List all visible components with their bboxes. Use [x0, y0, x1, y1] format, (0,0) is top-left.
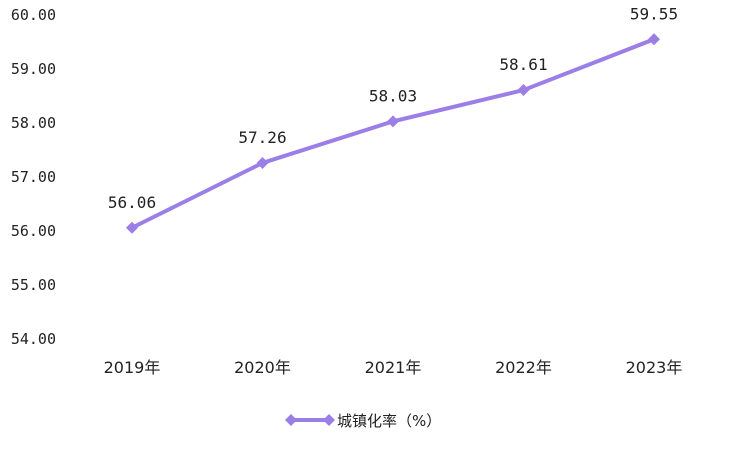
y-tick-label: 58.00: [11, 114, 56, 132]
series-layer: [126, 33, 660, 234]
data-point-marker: [387, 115, 399, 128]
series-line: [130, 37, 656, 230]
data-label: 59.55: [630, 4, 678, 23]
y-tick-label: 57.00: [11, 168, 56, 186]
data-point-marker: [126, 221, 138, 234]
x-axis: 2019年 2020年 2021年 2022年 2023年: [104, 358, 683, 377]
data-label: 58.61: [499, 55, 547, 74]
data-label: 58.03: [369, 86, 417, 105]
legend: 城镇化率（%）: [285, 412, 441, 430]
y-tick-label: 54.00: [11, 330, 56, 348]
y-tick-label: 55.00: [11, 276, 56, 294]
y-axis: 54.00 55.00 56.00 57.00 58.00 59.00 60.00: [11, 6, 56, 348]
y-tick-label: 56.00: [11, 222, 56, 240]
data-point-marker: [517, 84, 530, 97]
x-tick-label: 2022年: [495, 358, 552, 377]
y-tick-label: 60.00: [11, 6, 56, 24]
y-tick-label: 59.00: [11, 60, 56, 78]
data-labels: 56.06 57.26 58.03 58.61 59.55: [108, 4, 678, 211]
data-label: 57.26: [238, 128, 286, 147]
data-point-marker: [648, 33, 660, 46]
legend-marker: [323, 414, 335, 426]
x-tick-label: 2021年: [365, 358, 422, 377]
x-tick-label: 2019年: [104, 358, 161, 377]
x-tick-label: 2020年: [234, 358, 291, 377]
x-tick-label: 2023年: [626, 358, 683, 377]
data-point-marker: [256, 156, 269, 169]
legend-marker: [285, 414, 297, 426]
data-label: 56.06: [108, 193, 156, 212]
legend-label: 城镇化率（%）: [337, 412, 441, 430]
